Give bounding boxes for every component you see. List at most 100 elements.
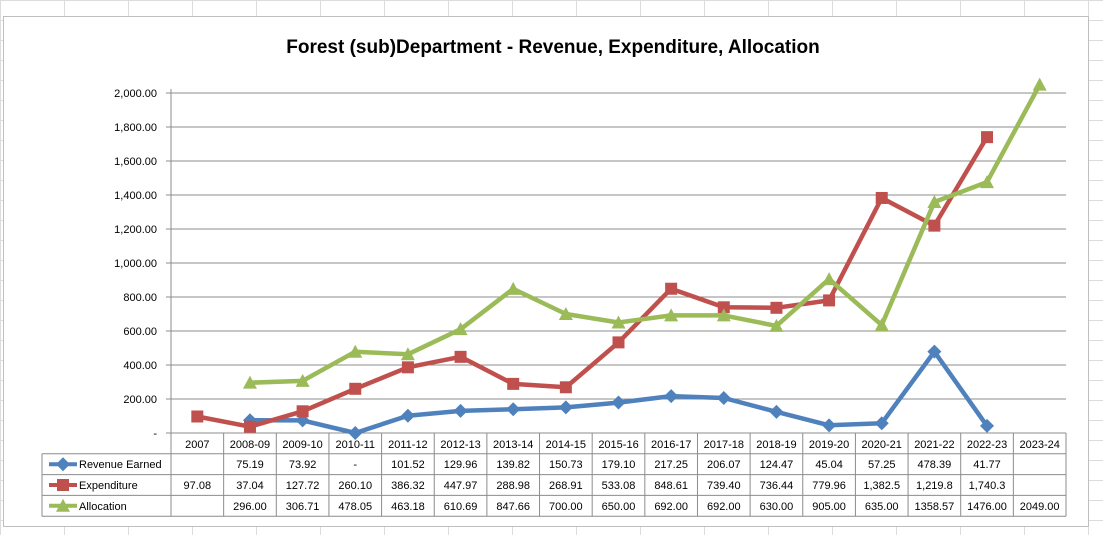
allocation-series-line xyxy=(247,82,1042,385)
revenue-earned-marker xyxy=(453,403,468,418)
x-category-label: 2018-19 xyxy=(756,439,796,451)
x-category-label: 2016-17 xyxy=(651,439,691,451)
data-label: 630.00 xyxy=(760,501,794,513)
expenditure-marker xyxy=(928,219,941,232)
revenue-earned-marker xyxy=(611,395,626,410)
allocation-marker xyxy=(295,373,310,387)
data-label: 296.00 xyxy=(233,501,267,513)
expenditure-marker xyxy=(349,382,362,395)
data-label: 97.08 xyxy=(184,480,212,492)
expenditure-marker xyxy=(612,336,625,349)
revenue-earned-marker xyxy=(400,408,415,423)
data-label: 260.10 xyxy=(338,480,372,492)
expenditure-marker xyxy=(191,410,204,423)
allocation-marker xyxy=(453,322,468,336)
x-category-label: 2012-13 xyxy=(440,439,480,451)
expenditure-series-line xyxy=(195,134,990,429)
data-label: 73.92 xyxy=(289,459,317,471)
data-label: 179.10 xyxy=(602,459,636,471)
y-tick-label: 1,400.00 xyxy=(114,190,157,202)
data-label: 692.00 xyxy=(707,501,741,513)
allocation-marker xyxy=(1032,77,1047,91)
data-label: 478.39 xyxy=(918,459,952,471)
y-tick-label: 2,000.00 xyxy=(114,88,157,100)
expenditure-marker xyxy=(401,361,414,374)
legend-key-expenditure-marker xyxy=(57,479,69,491)
data-label: 386.32 xyxy=(391,480,425,492)
y-tick-label: - xyxy=(153,428,157,440)
allocation-marker xyxy=(242,375,257,389)
x-category-label: 2020-21 xyxy=(862,439,902,451)
data-label: 650.00 xyxy=(602,501,636,513)
data-label: 1,219.8 xyxy=(916,480,953,492)
data-label: - xyxy=(353,459,357,471)
allocation-marker xyxy=(769,318,784,332)
chart-title: Forest (sub)Department - Revenue, Expend… xyxy=(286,37,819,58)
data-label: 905.00 xyxy=(812,501,846,513)
line-chart: Forest (sub)Department - Revenue, Expend… xyxy=(41,37,1067,517)
expenditure-marker xyxy=(823,294,836,307)
data-label: 124.47 xyxy=(760,459,794,471)
revenue-earned-marker xyxy=(506,402,521,417)
y-tick-label: 1,800.00 xyxy=(114,122,157,134)
data-label: 1,382.5 xyxy=(863,480,900,492)
revenue-earned-marker xyxy=(874,416,889,431)
x-category-label: 2017-18 xyxy=(704,439,744,451)
data-label: 739.40 xyxy=(707,480,741,492)
x-category-label: 2007 xyxy=(185,439,209,451)
data-label: 692.00 xyxy=(654,501,688,513)
expenditure-marker xyxy=(717,301,730,314)
revenue-earned-marker xyxy=(822,418,837,433)
expenditure-marker xyxy=(243,420,256,433)
allocation-marker xyxy=(348,344,363,358)
data-label: 41.77 xyxy=(973,459,1001,471)
allocation-marker xyxy=(611,315,626,329)
data-label: 206.07 xyxy=(707,459,741,471)
allocation-marker xyxy=(822,272,837,286)
x-category-label: 2010-11 xyxy=(335,439,375,451)
y-tick-label: 200.00 xyxy=(123,394,157,406)
x-category-label: 2019-20 xyxy=(809,439,849,451)
data-label: 57.25 xyxy=(868,459,896,471)
y-tick-label: 1,600.00 xyxy=(114,156,157,168)
data-label: 1358.57 xyxy=(914,501,954,513)
y-tick-label: 600.00 xyxy=(123,326,157,338)
x-category-label: 2008-09 xyxy=(230,439,270,451)
data-label: 1476.00 xyxy=(967,501,1007,513)
revenue-earned-marker xyxy=(348,426,363,440)
data-label: 700.00 xyxy=(549,501,583,513)
x-category-label: 2022-23 xyxy=(967,439,1007,451)
expenditure-marker xyxy=(296,405,309,418)
expenditure-marker xyxy=(559,381,572,394)
data-label: 306.71 xyxy=(286,501,320,513)
x-category-label: 2021-22 xyxy=(914,439,954,451)
x-category-label: 2014-15 xyxy=(546,439,586,451)
data-label: 2049.00 xyxy=(1020,501,1060,513)
data-label: 127.72 xyxy=(286,480,320,492)
x-category-label: 2009-10 xyxy=(282,439,322,451)
data-label: 736.44 xyxy=(760,480,794,492)
legend-entry: Expenditure xyxy=(79,480,138,492)
data-label: 533.08 xyxy=(602,480,636,492)
legend-key-revenue-earned-marker xyxy=(56,457,70,472)
data-label: 139.82 xyxy=(496,459,530,471)
x-category-label: 2013-14 xyxy=(493,439,533,451)
data-label: 101.52 xyxy=(391,459,425,471)
data-label: 447.97 xyxy=(444,480,478,492)
chart-area[interactable]: Forest (sub)Department - Revenue, Expend… xyxy=(3,16,1089,527)
revenue-earned-marker xyxy=(769,404,784,419)
data-label: 463.18 xyxy=(391,501,425,513)
revenue-earned-marker xyxy=(664,389,679,404)
expenditure-marker xyxy=(454,350,467,363)
allocation-marker xyxy=(664,308,679,322)
expenditure-marker xyxy=(507,377,520,390)
data-label: 217.25 xyxy=(654,459,688,471)
allocation-marker xyxy=(980,175,995,189)
revenue-earned-marker xyxy=(558,400,573,415)
expenditure-marker xyxy=(875,191,888,204)
allocation-marker xyxy=(400,347,415,361)
expenditure-marker xyxy=(981,131,994,144)
revenue-earned-marker xyxy=(927,344,942,359)
y-tick-label: 800.00 xyxy=(123,292,157,304)
x-category-label: 2015-16 xyxy=(598,439,638,451)
